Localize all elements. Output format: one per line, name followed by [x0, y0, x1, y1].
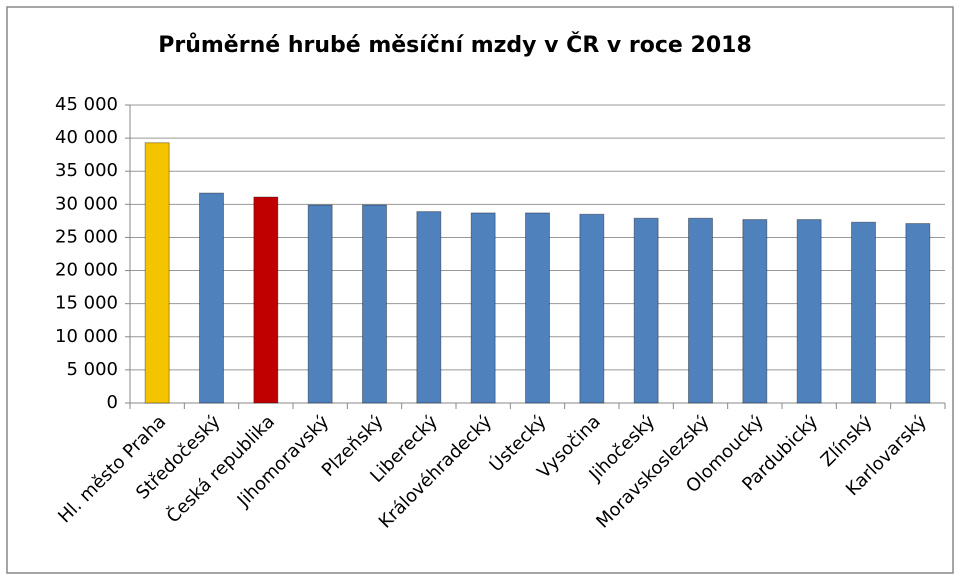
bar	[796, 219, 822, 404]
y-tick-label: 25 000	[55, 226, 118, 247]
y-tick-label: 0	[107, 392, 118, 413]
bar	[144, 142, 170, 404]
bar	[579, 213, 605, 404]
y-tick-label: 15 000	[55, 293, 118, 314]
bar	[307, 204, 333, 404]
y-tick-label: 35 000	[55, 160, 118, 181]
y-tick-label: 20 000	[55, 260, 118, 281]
y-tick-label: 45 000	[55, 94, 118, 115]
bar	[470, 212, 496, 404]
bar	[742, 219, 768, 404]
bar	[851, 221, 876, 404]
bar	[905, 223, 931, 404]
y-tick-label: 5 000	[66, 359, 118, 380]
bar	[199, 192, 224, 404]
chart-title: Průměrné hrubé měsíční mzdy v ČR v roce …	[158, 32, 752, 58]
bar	[525, 212, 550, 404]
y-tick-label: 10 000	[55, 326, 118, 347]
y-tick-label: 30 000	[55, 193, 118, 214]
y-tick-label: 40 000	[55, 127, 118, 148]
bar	[362, 204, 387, 404]
bar	[633, 217, 659, 404]
bar	[416, 211, 442, 404]
bar	[253, 196, 279, 404]
bar	[688, 217, 713, 404]
